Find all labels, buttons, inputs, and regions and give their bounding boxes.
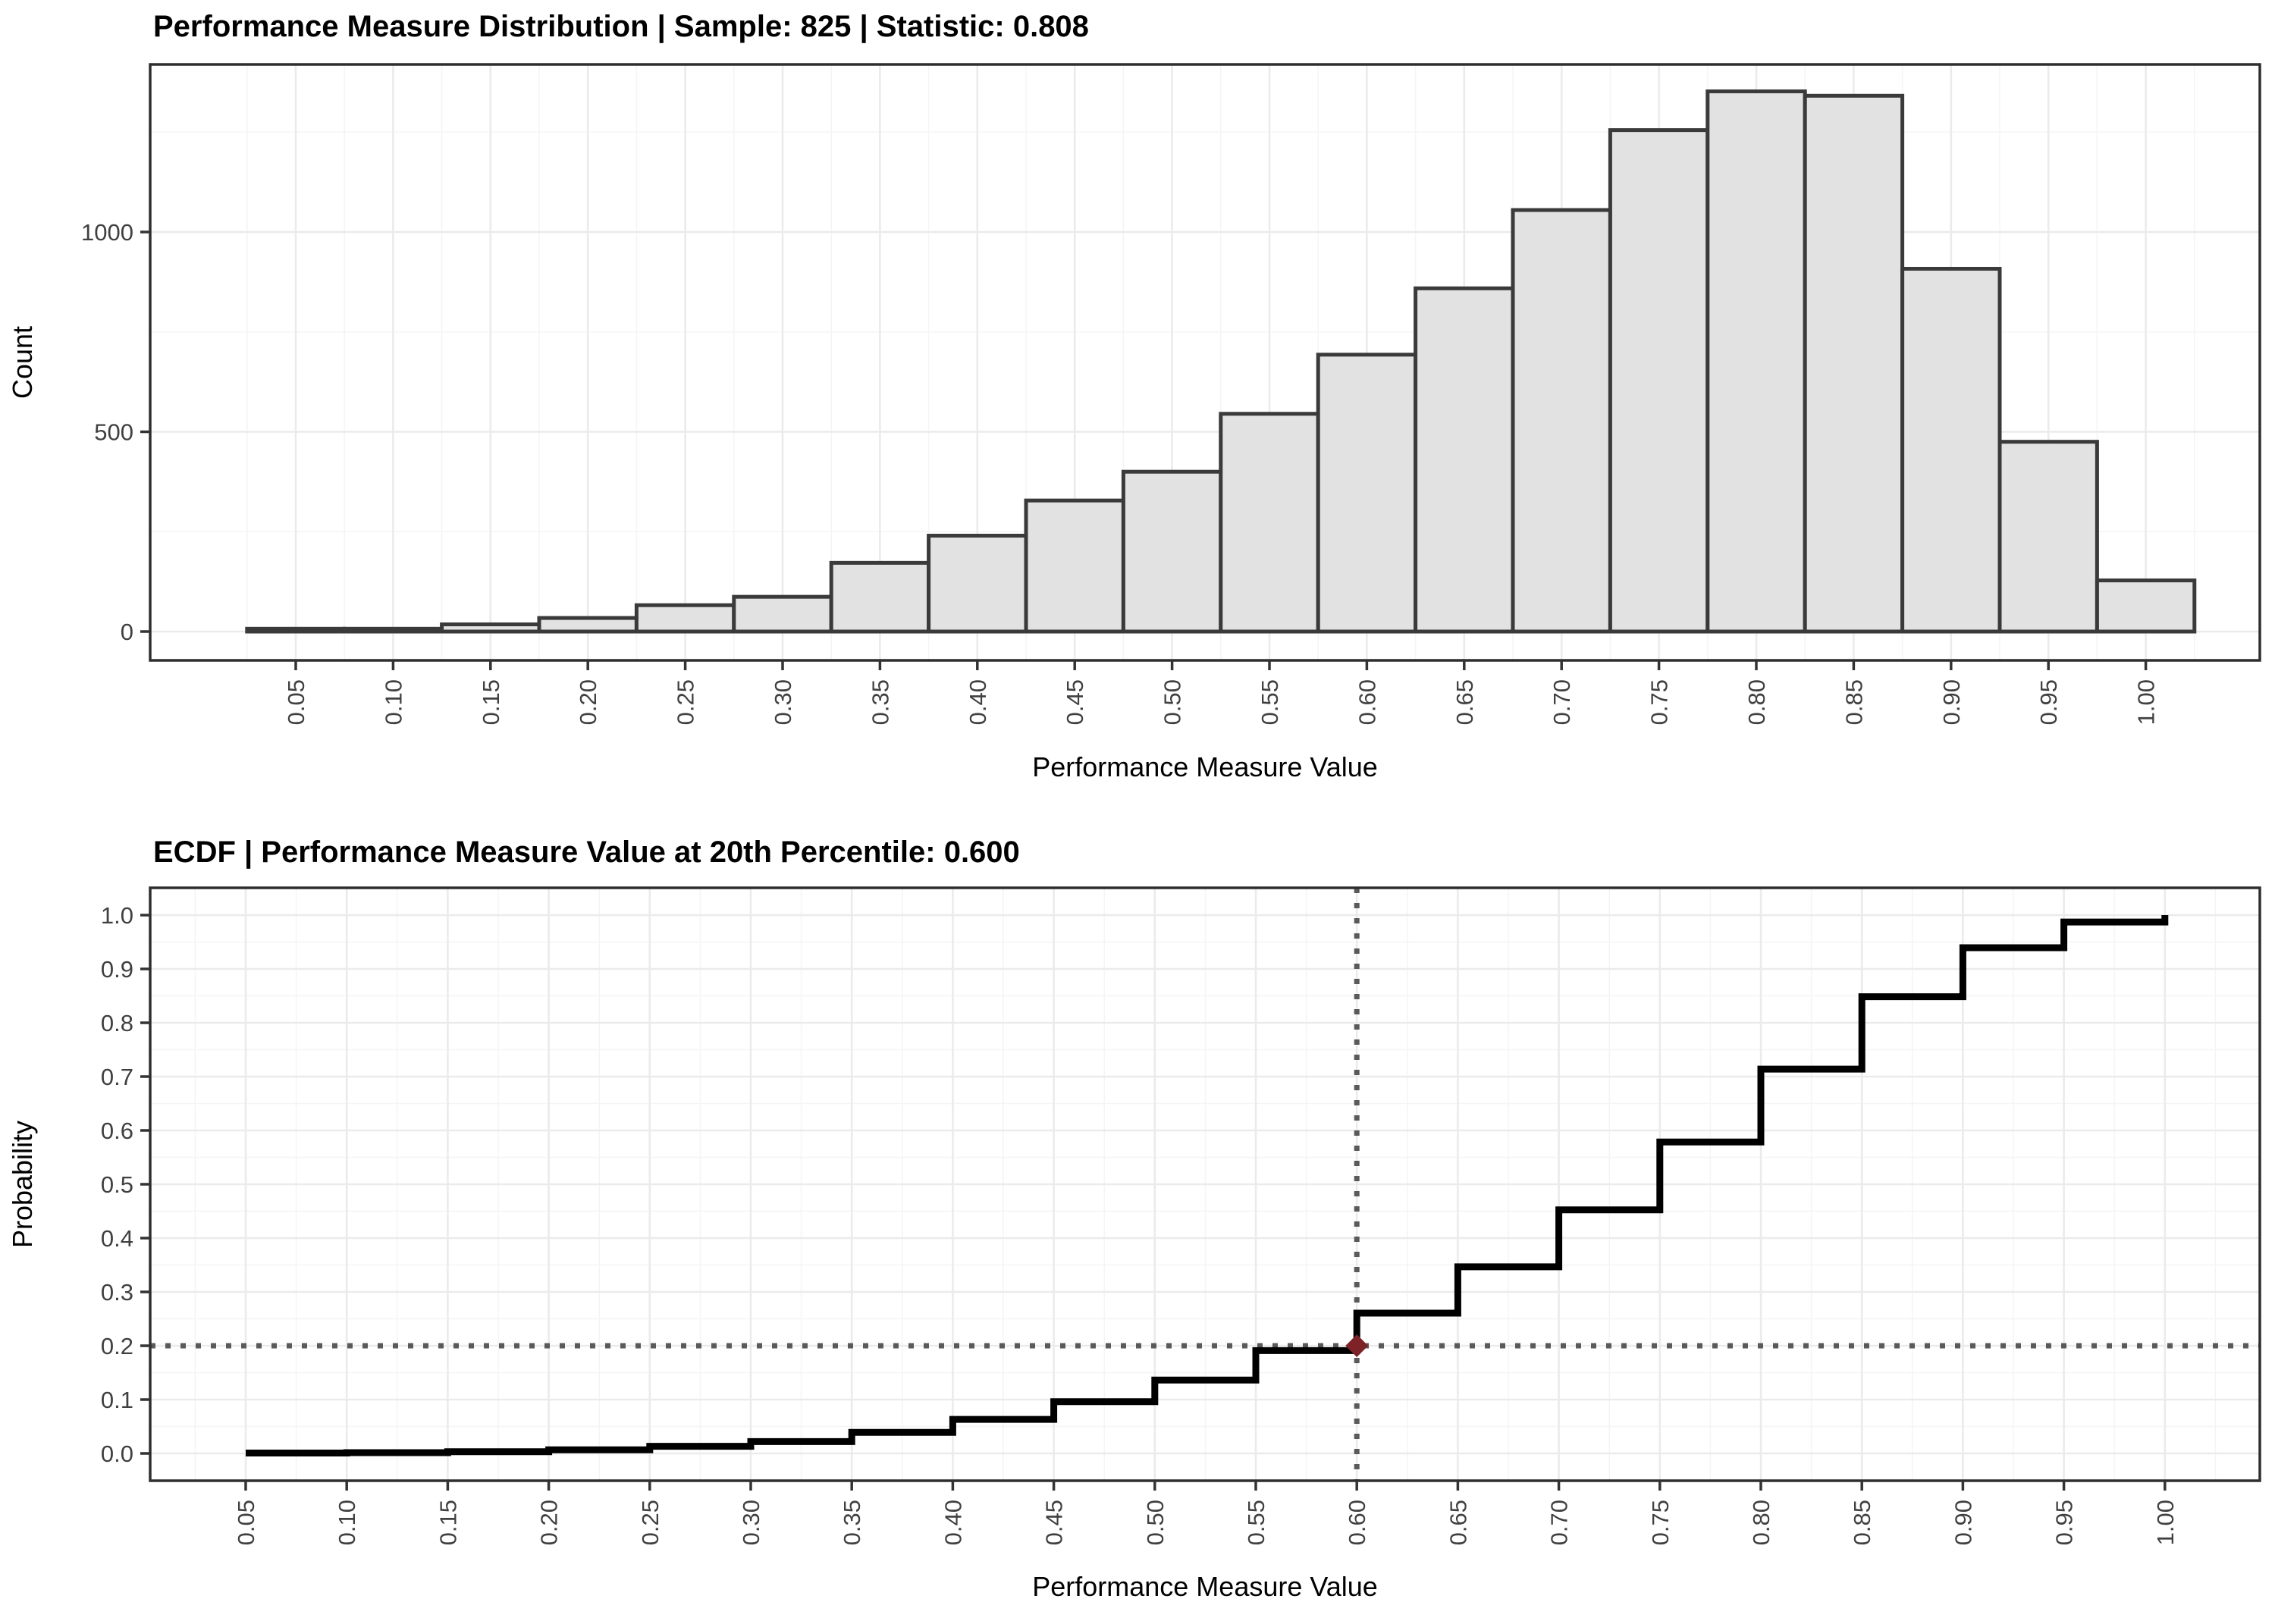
y-tick-label: 0 [121,619,133,645]
x-tick-label: 0.15 [435,1500,461,1545]
x-tick-label: 0.30 [770,679,796,725]
x-tick-label: 0.35 [867,679,893,725]
histogram-bar [634,603,736,634]
x-tick-label: 0.65 [1451,679,1478,725]
x-tick-label: 0.90 [1938,679,1965,725]
y-tick-label: 0.2 [101,1333,133,1359]
y-tick-label: 1.0 [101,902,133,929]
histogram-bar [1219,412,1320,634]
ecdf-plot-area: 0.0 0.1 0.2 0.3 0.4 0.5 0.6 0.7 0.8 0.9 1.0 0.05 0.1… [7,886,2261,1602]
x-axis-title: Performance Measure Value [1032,1571,1378,1602]
histogram-bar [342,626,444,634]
x-tick-label: 0.30 [738,1500,764,1545]
x-tick-label: 0.55 [1243,1500,1269,1545]
histogram-bar [829,560,931,634]
histogram-title: Performance Measure Distribution | Sampl… [153,10,1089,43]
x-tick-label: 0.25 [673,679,699,725]
percentile-point [1345,1334,1369,1357]
x-tick-label: 0.10 [334,1500,360,1545]
histogram-bar [1997,440,2099,634]
x-tick-label: 0.85 [1849,1500,1875,1545]
x-tick-label: 0.75 [1647,1500,1674,1545]
y-tick-label: 500 [94,419,133,446]
x-tick-label: 0.35 [839,1500,865,1545]
x-tick-label: 0.85 [1840,679,1867,725]
histogram-bar [537,616,639,634]
x-tick-label: 0.20 [536,1500,563,1545]
x-tick-label: 0.70 [1549,679,1575,725]
histogram-bar [245,626,347,634]
ecdf-step-line [246,915,2169,1456]
ecdf-title: ECDF | Performance Measure Value at 20th… [153,836,1020,869]
x-tick-label: 0.50 [1142,1500,1169,1545]
y-tick-label: 1000 [81,219,133,246]
histogram-bar [732,594,833,634]
y-tick-label: 0.1 [101,1387,133,1413]
x-tick-label: 0.40 [965,679,991,725]
x-axis-title: Performance Measure Value [1032,751,1378,782]
histogram-bar [1705,89,1807,634]
x-tick-label: 0.75 [1646,679,1673,725]
x-tick-label: 0.80 [1743,679,1770,725]
x-tick-label: 0.50 [1159,679,1186,725]
y-tick-label: 0.5 [101,1171,133,1198]
x-tick-label: 0.40 [940,1500,966,1545]
histogram-bar [1024,498,1125,634]
x-tick-label: 0.65 [1445,1500,1471,1545]
y-axis-title: Count [7,326,38,399]
x-tick-label: 0.90 [1950,1500,1976,1545]
x-tick-label: 0.45 [1041,1500,1068,1545]
x-tick-label: 0.20 [575,679,601,725]
x-tick-label: 1.00 [2152,1500,2179,1545]
y-tick-label: 0.7 [101,1064,133,1090]
histogram-bar [1316,353,1418,634]
y-tick-label: 0.0 [101,1441,133,1467]
histogram-bar [1511,208,1612,634]
y-tick-label: 0.8 [101,1010,133,1036]
x-tick-label: 0.80 [1748,1500,1774,1545]
x-tick-label: 0.15 [478,679,504,725]
histogram-plot-area: 0 500 1000 0.05 0.10 0.15 0.20 0.25 0.30 0.35 0.40… [7,63,2261,782]
x-tick-label: 0.05 [283,679,309,725]
x-tick-label: 0.10 [380,679,406,725]
x-tick-label: 0.60 [1344,1500,1370,1545]
histogram-bar [1121,469,1223,634]
y-tick-label: 0.6 [101,1118,133,1144]
histogram-chart: Performance Measure Distribution | Sampl… [7,10,2261,782]
y-tick-label: 0.4 [101,1225,133,1252]
histogram-bar [2095,578,2197,634]
ecdf-chart: ECDF | Performance Measure Value at 20th… [7,836,2261,1602]
histogram-bar [1900,266,2002,634]
x-tick-label: 0.70 [1546,1500,1573,1545]
x-tick-label: 0.95 [2051,1500,2078,1545]
y-tick-label: 0.3 [101,1279,133,1306]
histogram-bar [440,622,541,634]
x-tick-label: 0.95 [2035,679,2062,725]
histogram-bar [927,534,1028,634]
y-axis-title: Probability [7,1121,38,1248]
x-tick-label: 0.05 [233,1500,259,1545]
panel-border [149,63,2261,662]
x-tick-label: 0.55 [1257,679,1283,725]
x-tick-label: 0.25 [637,1500,664,1545]
histogram-bar [1803,93,1905,634]
x-tick-label: 0.45 [1062,679,1088,725]
y-tick-label: 0.9 [101,956,133,983]
histogram-bar [1414,286,1515,634]
histogram-bar [1608,128,1710,634]
x-tick-label: 0.60 [1354,679,1380,725]
x-tick-label: 1.00 [2133,679,2160,725]
